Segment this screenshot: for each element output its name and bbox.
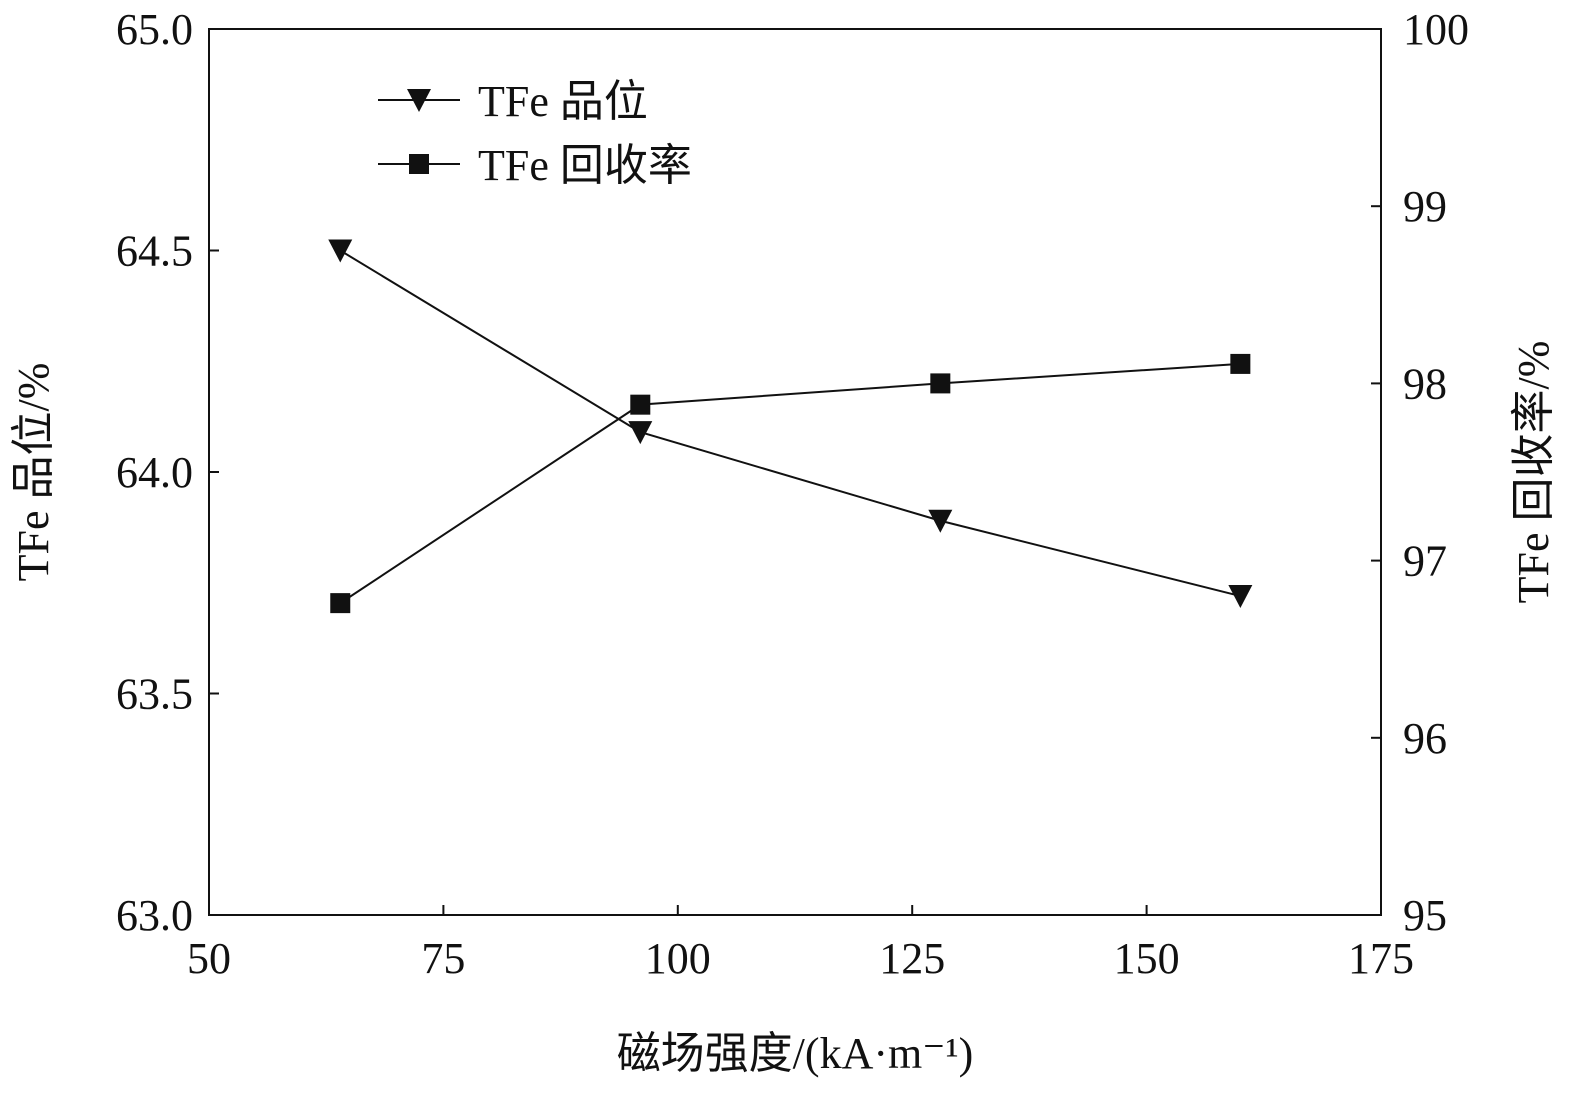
x-tick-label: 175: [1348, 934, 1414, 983]
y-tick-label: 63.5: [116, 670, 193, 719]
marker: [328, 239, 353, 263]
marker: [930, 373, 951, 394]
y-tick-label: 64.0: [116, 448, 193, 497]
legend-marker: [407, 89, 431, 112]
marker: [928, 509, 953, 533]
series-line: [339, 362, 1241, 604]
y-tick-label: 65.0: [116, 5, 193, 54]
y-tick-label: 63.0: [116, 891, 193, 940]
marker: [630, 394, 651, 415]
y-axis-label: TFe 品位/%: [9, 363, 58, 582]
x-tick-label: 50: [187, 934, 231, 983]
marker: [1228, 585, 1253, 609]
plot-frame: [208, 28, 1382, 916]
series-line: [339, 249, 1241, 598]
x-tick-label: 150: [1114, 934, 1180, 983]
y2-tick-label: 100: [1403, 5, 1469, 54]
legend-label: TFe 回收率: [478, 141, 692, 190]
y-tick-label: 64.5: [116, 227, 193, 276]
marker: [330, 593, 351, 614]
x-tick-label: 100: [645, 934, 711, 983]
x-tick-label: 75: [421, 934, 465, 983]
y2-tick-label: 98: [1403, 359, 1447, 408]
legend-label: TFe 品位: [478, 77, 648, 126]
marker: [1230, 353, 1251, 374]
y2-tick-label: 95: [1403, 891, 1447, 940]
y2-axis-label: TFe 回收率/%: [1509, 341, 1558, 604]
y2-tick-label: 99: [1403, 182, 1447, 231]
y2-tick-label: 96: [1403, 714, 1447, 763]
y2-tick-label: 97: [1403, 537, 1447, 586]
marker: [628, 421, 653, 445]
x-tick-label: 125: [879, 934, 945, 983]
legend-marker: [409, 154, 429, 174]
x-axis-label: 磁场强度/(kA·m⁻¹): [617, 1029, 974, 1078]
